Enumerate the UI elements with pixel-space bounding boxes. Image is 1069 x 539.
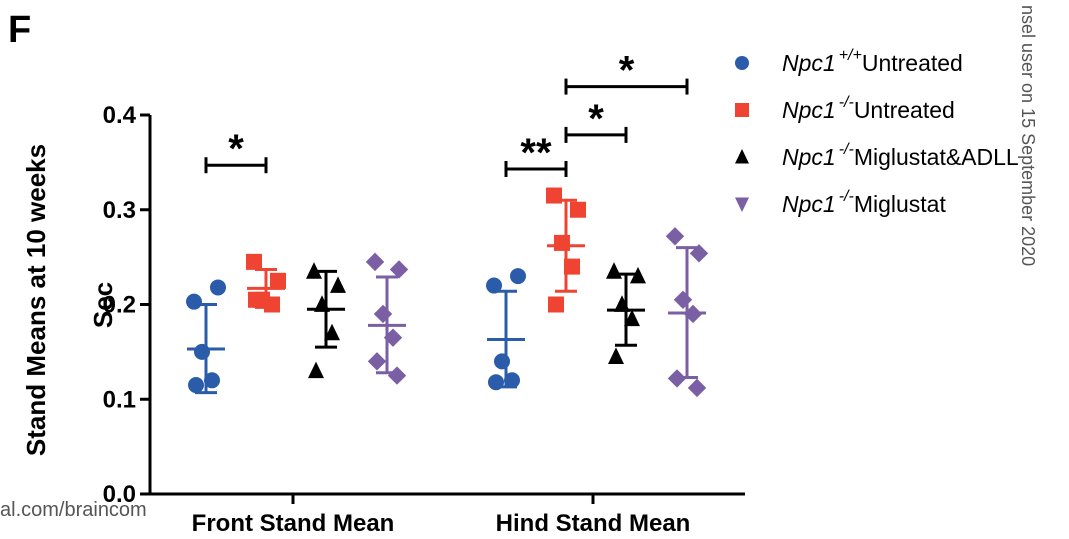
data-point [308,361,324,379]
data-marks [186,187,709,398]
data-point [324,323,340,341]
data-point [387,366,407,385]
data-point [488,374,504,391]
data-point [365,252,385,272]
data-point [614,295,630,312]
y-tick-label: 0.4 [103,102,137,129]
significance-brackets: * **** [204,49,689,178]
y-tick-label: 0.2 [103,292,136,319]
data-point [246,253,262,270]
data-point [570,201,586,218]
x-tick-label: Front Stand Mean [192,510,395,537]
data-point [248,291,264,308]
data-point [314,295,330,312]
data-point [606,262,622,279]
y-axis-title-line2: Sec [88,282,118,328]
significance-label: * [588,97,604,141]
legend-label: Npc1 -/-Miglustat&ADLL [782,141,1019,170]
data-point [689,244,709,263]
axes: 0.0 0.1 0.2 0.3 0.4 Front Stand Mean Hind Stan… [103,102,745,537]
data-point [673,290,693,309]
data-point [210,279,226,296]
data-point [486,277,502,294]
data-point [367,352,387,371]
data-point [687,378,707,398]
watermark-right: nsel user on 15 September 2020 [1018,5,1038,266]
data-point [665,227,685,246]
data-point [373,304,393,324]
data-point [504,372,520,389]
data-point [204,372,220,389]
legend-marker [735,56,749,70]
data-point [554,234,570,251]
data-point [667,369,687,388]
data-point [188,377,204,394]
data-point [548,296,564,313]
data-point [624,309,640,327]
legend-label: Npc1 -/-Miglustat [782,188,946,217]
data-point [330,276,346,293]
data-point [510,268,526,285]
significance-label: ** [520,131,552,175]
significance-label: * [228,127,244,171]
data-point [564,258,580,275]
data-point [630,266,646,284]
legend-label: Npc1 -/-Untreated [782,94,955,123]
legend-marker [735,103,749,117]
panel-label: F [8,9,31,51]
legend-marker [735,197,749,213]
data-point [389,260,409,279]
data-point [383,328,403,347]
y-tick-label: 0.1 [103,386,136,413]
data-point [494,353,510,370]
data-point [608,347,624,364]
watermark-left: al.com/braincom [0,499,147,521]
y-axis-title-line1: Stand Means at 10 weeks [21,144,51,456]
data-point [186,293,202,310]
data-point [306,262,322,279]
significance-label: * [619,49,635,93]
legend-marker [735,148,749,164]
x-tick-label: Hind Stand Mean [496,510,691,537]
data-point [194,343,210,360]
data-point [264,296,280,313]
legend-label: Npc1 +/+Untreated [782,47,963,76]
data-point [270,272,286,289]
y-tick-label: 0.3 [103,197,136,224]
data-point [546,187,562,204]
y-tick-label: 0.0 [103,481,136,508]
legend: Npc1 +/+Untreated Npc1 -/-Untreated Npc1 -/-M… [735,47,1019,217]
